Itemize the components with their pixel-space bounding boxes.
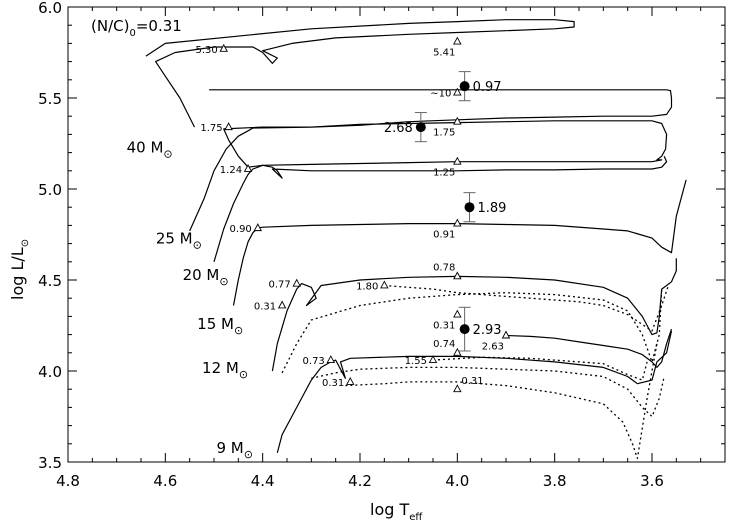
marker-label: 1.25 (433, 168, 455, 179)
triangle-marker (453, 218, 462, 227)
observed-points: 0.97 2.68 1.89 2.93 (384, 71, 507, 352)
triangle-marker (453, 309, 462, 318)
x-tick-label: 4.0 (445, 472, 469, 490)
triangle-marker (326, 355, 336, 364)
track-line (311, 366, 665, 418)
track-line (189, 89, 673, 232)
mass-label: 40 M⊙ (127, 139, 173, 161)
mass-label: 15 M⊙ (197, 315, 243, 337)
y-tick-label: 3.5 (38, 454, 62, 472)
y-axis-label: log L/L⊙ (8, 239, 31, 300)
track-line (232, 179, 687, 306)
track-line (345, 343, 658, 460)
triangle-marker (453, 384, 462, 393)
marker-label: 0.31 (433, 321, 455, 332)
track-line (505, 328, 673, 368)
point-value-label: 0.97 (473, 80, 502, 95)
triangle-marker (453, 87, 462, 96)
observed-point (415, 122, 426, 133)
mass-label: 20 M⊙ (183, 266, 229, 288)
y-tick-label: 5.5 (38, 90, 62, 108)
track-line (271, 258, 677, 372)
triangle-marker (453, 36, 462, 45)
marker-label: 0.74 (433, 339, 455, 350)
x-tick-label: 4.2 (348, 472, 372, 490)
y-tick-label: 4.5 (38, 272, 62, 290)
y-tick-label: 4.0 (38, 363, 62, 381)
marker-label: 1.75 (433, 128, 455, 139)
marker-label: ~10 (430, 89, 451, 100)
triangle-marker (428, 355, 438, 364)
x-tick-label: 3.8 (543, 472, 567, 490)
x-tick-label: 3.6 (640, 472, 664, 490)
point-value-label: 1.89 (478, 201, 507, 216)
triangle-marker (219, 43, 228, 52)
triangle-marker (380, 280, 389, 289)
marker-label: 0.73 (303, 356, 325, 367)
plot-axes: 4.8 4.6 4.4 4.2 4.0 3.8 3.6 3.5 4.0 4.5 5.0 5.5 6.0 (38, 0, 726, 490)
x-tick-label: 4.6 (153, 472, 177, 490)
x-tick-label: 4.8 (56, 472, 80, 490)
mass-label: 12 M⊙ (202, 359, 248, 381)
observed-point (459, 81, 470, 92)
triangle-marker (224, 122, 233, 131)
nc-annotation: (N/C)0=0.31 (91, 17, 182, 39)
marker-label: 1.75 (200, 123, 222, 134)
triangle-marker (453, 271, 462, 280)
track-line (145, 19, 575, 128)
point-value-label: 2.68 (384, 121, 413, 136)
marker-label: 0.90 (230, 224, 252, 235)
track-labels: 40 M⊙ 25 M⊙ 20 M⊙ 15 M⊙ 12 M⊙ 9 M⊙ (127, 139, 253, 461)
x-axis-label: log Teff (370, 500, 423, 523)
marker-label: 1.55 (405, 356, 427, 367)
marker-label: 1.24 (220, 165, 242, 176)
triangle-marker (453, 156, 462, 165)
point-value-label: 2.93 (473, 323, 502, 338)
marker-label: 1.80 (356, 281, 378, 292)
y-tick-label: 6.0 (38, 0, 62, 17)
marker-label: 2.63 (482, 342, 504, 353)
triangle-marker (277, 300, 287, 309)
plot-frame (67, 6, 726, 463)
marker-label: 5.30 (195, 45, 217, 56)
triangle-marker (501, 330, 511, 339)
observed-point (464, 202, 475, 213)
triangle-marker (253, 223, 263, 232)
marker-label: 0.77 (268, 280, 290, 291)
mass-label: 9 M⊙ (216, 439, 252, 461)
evolutionary-tracks (145, 19, 687, 460)
marker-label: 0.31 (254, 301, 276, 312)
x-tick-label: 4.4 (251, 472, 275, 490)
triangle-marker (346, 376, 355, 385)
triangle-marker (243, 164, 253, 172)
triangle-markers: 5.30 5.41 ~10 1.75 1.75 1.24 1.25 0.90 0.91 0.77 0… (195, 36, 511, 393)
track-line (213, 155, 668, 262)
y-tick-label: 5.0 (38, 181, 62, 199)
marker-label: 0.31 (461, 376, 483, 387)
track-line (276, 330, 673, 454)
observed-point (459, 324, 470, 335)
marker-label: 0.78 (433, 262, 455, 273)
marker-label: 0.31 (322, 378, 344, 389)
mass-label: 25 M⊙ (156, 230, 202, 252)
marker-label: 0.91 (433, 230, 455, 241)
triangle-marker (292, 278, 301, 287)
triangle-marker (453, 116, 462, 125)
track-line (384, 283, 670, 332)
track-line (432, 356, 648, 381)
marker-label: 5.41 (433, 48, 455, 59)
triangle-marker (453, 347, 462, 356)
